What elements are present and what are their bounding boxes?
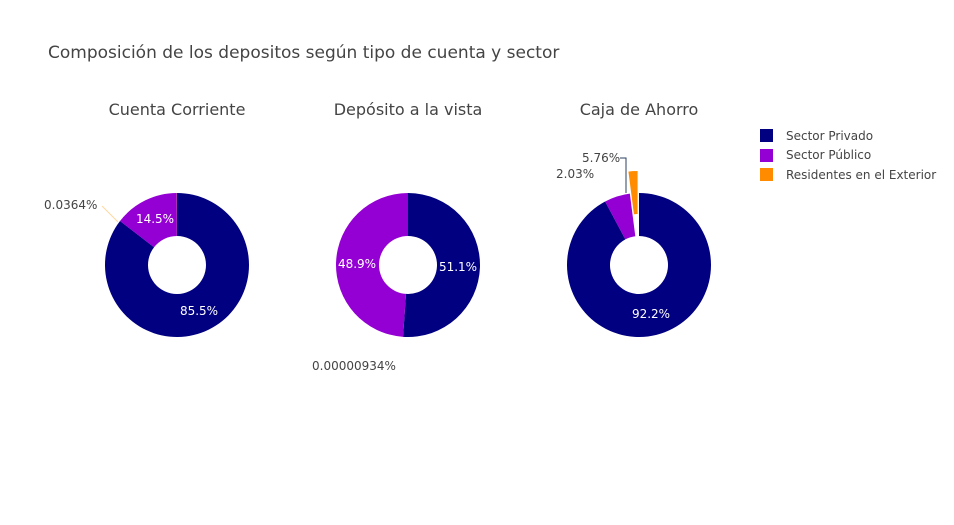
label-publico: 48.9% [338,257,376,271]
label-publico: 5.76% [582,151,620,165]
legend-swatch [760,168,773,182]
legend-item-privado[interactable]: Sector Privado [760,126,936,146]
slice-publico[interactable] [605,193,636,240]
subplot-title-caja-ahorro: Caja de Ahorro [580,100,699,119]
label-publico: 14.5% [136,212,174,226]
legend-swatch [760,148,773,162]
legend-label: Sector Privado [786,128,874,143]
slice-privado[interactable] [104,193,249,337]
pie-caja-ahorro: Caja de Ahorro 5.76% 2.03% 92.2% [556,100,712,337]
slice-privado[interactable] [403,193,481,337]
slice-publico[interactable] [120,193,177,248]
legend-item-exterior[interactable]: Residentes en el Exterior [760,165,936,185]
label-privado: 51.1% [439,260,477,274]
legend-swatch [760,129,773,143]
legend-item-publico[interactable]: Sector Público [760,146,936,166]
leader-line-exterior [101,205,119,223]
slice-exterior[interactable] [628,171,638,215]
legend: Sector Privado Sector Público Residentes… [760,126,936,185]
pie-deposito-vista: Depósito a la vista 51.1% 48.9% 0.000009… [312,100,482,373]
chart-title: Composición de los depositos según tipo … [48,43,560,63]
legend-label: Residentes en el Exterior [786,167,937,182]
slice-publico[interactable] [336,193,408,337]
pie-cuenta-corriente: Cuenta Corriente 0.0364% 85.5% 14.5% [44,100,249,337]
slice-privado[interactable] [567,193,712,337]
label-exterior: 0.0364% [44,198,97,212]
subplot-title-cuenta-corriente: Cuenta Corriente [109,100,246,119]
leader-line-publico [620,157,627,193]
subplot-title-deposito-vista: Depósito a la vista [334,100,483,119]
label-privado: 92.2% [632,307,670,321]
legend-label: Sector Público [786,148,872,163]
label-privado: 85.5% [180,304,218,318]
label-exterior: 2.03% [556,167,594,181]
label-exterior: 0.00000934% [312,359,396,373]
